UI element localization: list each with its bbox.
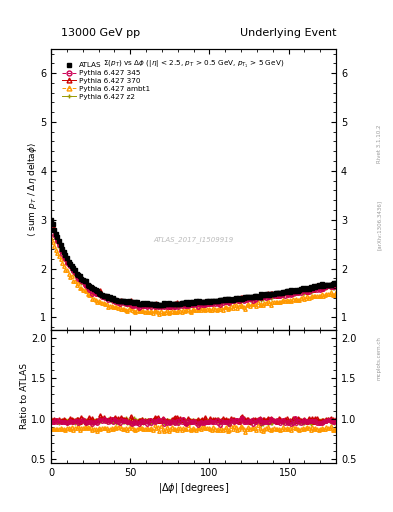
Text: Underlying Event: Underlying Event: [239, 28, 336, 38]
Y-axis label: $\langle$ sum $p_T$ / $\Delta\eta$ delta$\phi\rangle$: $\langle$ sum $p_T$ / $\Delta\eta$ delta…: [26, 141, 39, 237]
Text: [arXiv:1306.3436]: [arXiv:1306.3436]: [377, 200, 382, 250]
Text: ATLAS_2017_I1509919: ATLAS_2017_I1509919: [153, 237, 234, 243]
Text: $\Sigma(p_T)$ vs $\Delta\phi$ ($|\eta|$ < 2.5, $p_T$ > 0.5 GeV, $p_{T_1}$ > 5 Ge: $\Sigma(p_T)$ vs $\Delta\phi$ ($|\eta|$ …: [103, 58, 284, 70]
X-axis label: $|\Delta\phi|$ [degrees]: $|\Delta\phi|$ [degrees]: [158, 481, 229, 495]
Legend: ATLAS, Pythia 6.427 345, Pythia 6.427 370, Pythia 6.427 ambt1, Pythia 6.427 z2: ATLAS, Pythia 6.427 345, Pythia 6.427 37…: [61, 61, 152, 101]
Text: Rivet 3.1.10.2: Rivet 3.1.10.2: [377, 124, 382, 163]
Text: mcplots.cern.ch: mcplots.cern.ch: [377, 336, 382, 380]
Y-axis label: Ratio to ATLAS: Ratio to ATLAS: [20, 364, 29, 430]
Text: 13000 GeV pp: 13000 GeV pp: [61, 28, 140, 38]
